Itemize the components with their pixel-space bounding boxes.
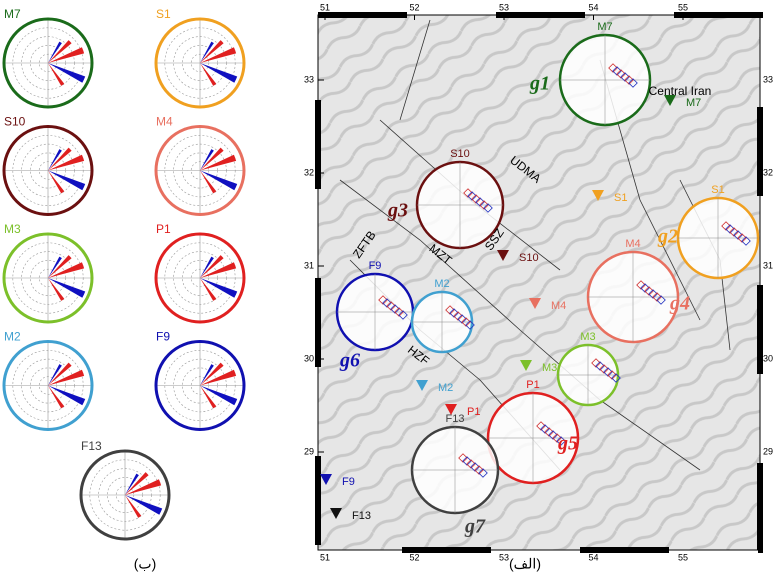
lat-tick-label: 33 bbox=[763, 74, 773, 84]
station-label: F13 bbox=[352, 510, 371, 522]
lat-tick-label: 30 bbox=[763, 353, 773, 363]
station-label: S1 bbox=[614, 192, 627, 204]
lon-tick-label: 53 bbox=[499, 552, 509, 562]
region-label: Central Iran bbox=[649, 84, 712, 98]
lon-tick-label: 51 bbox=[320, 552, 330, 562]
group-label: g2 bbox=[657, 226, 678, 248]
rose-label: F9 bbox=[156, 330, 170, 344]
circle-label: M3 bbox=[580, 331, 595, 343]
group-label: g1 bbox=[529, 73, 550, 95]
rose-label: M4 bbox=[156, 115, 173, 129]
lat-tick-label: 31 bbox=[304, 260, 314, 270]
circle-label: S1 bbox=[711, 184, 724, 196]
lon-tick-label: 52 bbox=[409, 552, 419, 562]
lon-tick-label: 54 bbox=[588, 2, 598, 12]
station-label: M7 bbox=[686, 97, 701, 109]
station-label: M2 bbox=[438, 382, 453, 394]
lon-tick-label: 55 bbox=[678, 552, 688, 562]
lat-tick-label: 30 bbox=[304, 353, 314, 363]
rose-label: M3 bbox=[4, 222, 21, 236]
rose-label: S10 bbox=[4, 115, 26, 129]
group-label: g7 bbox=[464, 516, 486, 538]
panel-label: (الف) bbox=[509, 556, 541, 572]
lon-tick-label: 54 bbox=[588, 552, 598, 562]
circle-label: F13 bbox=[446, 413, 465, 425]
circle-label: M7 bbox=[597, 21, 612, 33]
circle-label: M4 bbox=[625, 238, 640, 250]
group-label: g6 bbox=[339, 350, 360, 372]
rose-label: S1 bbox=[156, 7, 171, 21]
station-label: M3 bbox=[542, 362, 557, 374]
figure: (ب) (الف) M7S1S10M4M3P1M2F9F135151525253… bbox=[0, 0, 774, 578]
lat-tick-label: 32 bbox=[304, 167, 314, 177]
lon-tick-label: 52 bbox=[409, 2, 419, 12]
station-label: M4 bbox=[551, 300, 566, 312]
circle-label: M2 bbox=[434, 278, 449, 290]
lon-tick-label: 53 bbox=[499, 2, 509, 12]
lon-tick-label: 51 bbox=[320, 2, 330, 12]
lat-tick-label: 29 bbox=[763, 446, 773, 456]
lat-tick-label: 31 bbox=[763, 260, 773, 270]
rose-label: M7 bbox=[4, 7, 21, 21]
lon-tick-label: 55 bbox=[678, 2, 688, 12]
group-label: g5 bbox=[557, 433, 578, 455]
station-label: P1 bbox=[467, 406, 480, 418]
circle-label: P1 bbox=[526, 379, 539, 391]
rose-label: M2 bbox=[4, 330, 21, 344]
group-label: g4 bbox=[669, 293, 690, 315]
lat-tick-label: 33 bbox=[304, 74, 314, 84]
station-label: S10 bbox=[519, 252, 539, 264]
lat-tick-label: 29 bbox=[304, 446, 314, 456]
circle-label: F9 bbox=[369, 260, 382, 272]
panel-label: (ب) bbox=[134, 556, 157, 572]
circle-label: S10 bbox=[450, 148, 470, 160]
rose-label: F13 bbox=[81, 439, 102, 453]
station-label: F9 bbox=[342, 476, 355, 488]
lat-tick-label: 32 bbox=[763, 167, 773, 177]
group-label: g3 bbox=[387, 200, 408, 222]
rose-label: P1 bbox=[156, 222, 171, 236]
